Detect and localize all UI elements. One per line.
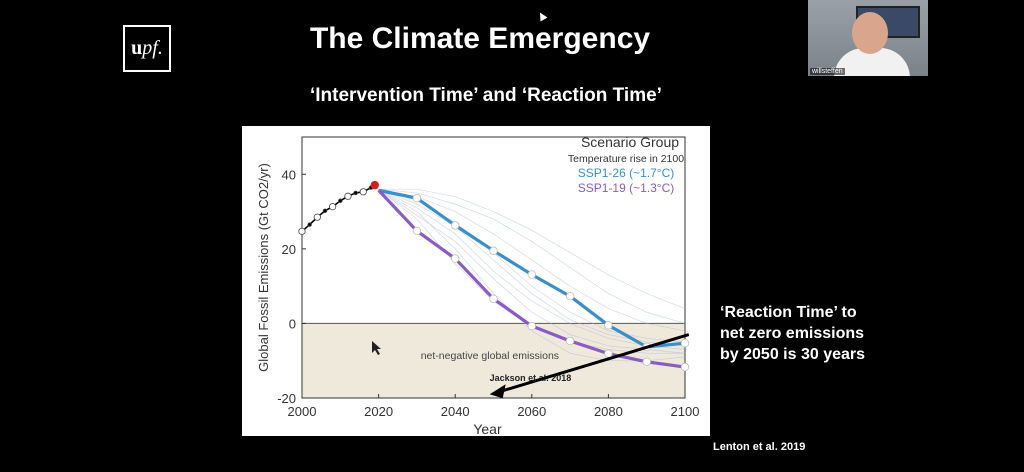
series-1-point-2060 xyxy=(527,270,536,279)
reaction-time-annotation: ‘Reaction Time’ to net zero emissions by… xyxy=(720,302,865,365)
x-axis-label: Year xyxy=(473,421,502,436)
historical-point-2012 xyxy=(344,192,352,200)
slide-title: The Climate Emergency xyxy=(309,22,651,55)
historical-point-2006 xyxy=(322,208,328,214)
historical-point-2010 xyxy=(338,198,343,203)
source-credit: Lenton et al. 2019 xyxy=(713,441,806,453)
y-tick-label-40: 40 xyxy=(282,167,296,182)
logo-text-bold: u xyxy=(131,37,143,59)
annotation-line-2: net zero emissions xyxy=(720,325,865,342)
emissions-chart: 2000 2020 2040 2060 2080 2100-2002040YearGlob… xyxy=(256,134,700,437)
y-tick-label--20: -20 xyxy=(277,391,296,406)
chart-panel: 2000 2020 2040 2060 2080 2100 -20 0 20 40 Year Glob… xyxy=(242,126,710,437)
x-tick-label-2060: 2060 xyxy=(517,404,546,419)
y-axis-label: Global Fossil Emissions (Gt CO2/yr) xyxy=(256,163,271,372)
reaction-time-arrow-head xyxy=(489,384,506,399)
series-1-point-2070 xyxy=(565,292,575,301)
x-tick-label-2040: 2040 xyxy=(441,404,470,419)
y-tick-label-20: 20 xyxy=(282,242,296,257)
x-tick-label-2080: 2080 xyxy=(594,404,623,419)
series-2-point-2050 xyxy=(489,294,498,304)
legend-entry-1: SSP1-26 (~1.7°C) xyxy=(578,166,675,180)
ensemble-trace-8 xyxy=(378,188,686,309)
historical-point-2016 xyxy=(359,188,367,196)
ensemble-trace-4 xyxy=(378,188,686,324)
series-1-point-2080 xyxy=(604,321,613,330)
x-tick-label-2100: 2100 xyxy=(671,404,700,419)
series-2-point-2040 xyxy=(450,254,460,263)
participant-name-label: willsteffen xyxy=(810,68,845,75)
historical-point-2002 xyxy=(307,222,312,227)
series-2-point-2090 xyxy=(642,357,651,367)
series-2-point-2070 xyxy=(565,336,575,346)
series-1-point-2030 xyxy=(412,193,422,203)
annotation-line-1: ‘Reaction Time’ to xyxy=(720,304,857,321)
historical-point-2008 xyxy=(329,203,337,211)
series-1-point-2050 xyxy=(489,246,498,255)
plot-frame xyxy=(301,136,686,399)
legend-subtitle: Temperature rise in 2100 xyxy=(568,153,684,165)
annotation-line-3: by 2050 is 30 years xyxy=(720,346,866,363)
series-2-point-2060 xyxy=(527,321,536,331)
legend-entry-2: SSP1-19 (~1.3°C) xyxy=(578,181,675,195)
series-2-point-2080 xyxy=(604,349,613,358)
ensemble-trace-7 xyxy=(378,188,686,354)
y-tick-label-0: 0 xyxy=(289,316,296,331)
series-1-point-2040 xyxy=(450,221,460,230)
net-negative-label: net-negative global emissions xyxy=(421,350,559,362)
historical-point-2014 xyxy=(353,190,358,196)
historical-line xyxy=(301,187,372,232)
reaction-time-arrow-line xyxy=(497,333,690,394)
ensemble-trace-6 xyxy=(378,188,686,343)
ensemble-trace-5 xyxy=(378,188,686,350)
x-tick-label-2020: 2020 xyxy=(364,404,393,419)
inset-credit-label: Jackson et al. 2018 xyxy=(490,373,572,383)
chart-cursor-icon xyxy=(372,341,381,355)
legend-title: Scenario Group xyxy=(581,134,679,150)
participant-video[interactable]: willsteffen xyxy=(808,0,928,76)
logo-text-italic: pf. xyxy=(142,37,163,59)
ensemble-trace-2 xyxy=(378,188,686,332)
historical-point-2004 xyxy=(313,213,321,221)
historical-point-2000 xyxy=(298,227,306,235)
mouse-cursor-icon xyxy=(536,10,548,22)
series-2-point-2100 xyxy=(680,362,690,372)
series-1-point-2100 xyxy=(680,338,690,348)
current-emissions-point xyxy=(370,180,379,190)
upf-logo: u pf. xyxy=(123,25,171,72)
slide-subtitle: ‘Intervention Time’ and ‘Reaction Time’ xyxy=(310,85,662,106)
x-tick-label-2000: 2000 xyxy=(288,404,317,419)
participant-head xyxy=(852,12,888,54)
series-2-point-2030 xyxy=(412,226,422,236)
